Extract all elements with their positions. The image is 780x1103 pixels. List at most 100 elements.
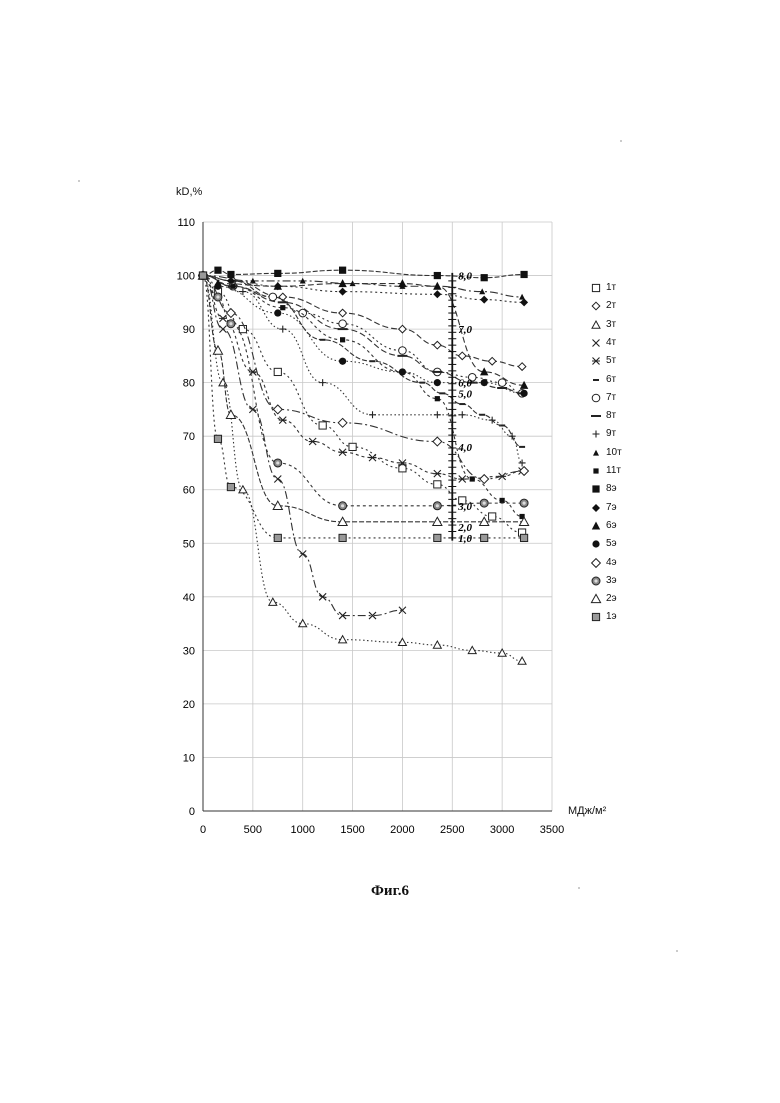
data-point [339,358,346,365]
legend-label: 8т [606,410,616,421]
data-point [434,272,441,279]
y-tick-label: 70 [183,431,195,443]
series-line [203,270,524,277]
data-point [339,309,347,317]
data-point [433,502,441,510]
legend-label: 3т [606,319,616,330]
series-8э [199,267,527,282]
legend-marker [590,536,604,552]
legend-item: 7т [590,390,650,406]
data-point [340,337,345,342]
legend-item: 4э [590,555,650,571]
x-tick-label: 0 [200,824,206,836]
data-point [591,594,600,602]
data-point [481,534,488,541]
legend-item: 7э [590,500,650,516]
series-6э [214,279,529,389]
legend-marker [590,353,604,369]
data-point [273,405,282,414]
x-tick-label: 500 [244,824,262,836]
chart-series [198,267,529,665]
data-point [434,481,441,488]
data-point [369,411,376,418]
x-tick-label: 1000 [290,824,314,836]
data-point [470,476,475,481]
legend-marker [590,609,604,625]
legend-label: 6э [606,520,617,531]
legend-item: 1т [590,280,650,296]
y-tick-label: 100 [177,271,195,283]
data-point [279,326,286,333]
y-axis-label: kD,% [176,186,202,198]
legend-label: 5т [606,355,616,366]
data-point [435,396,440,401]
data-point [319,422,326,429]
y-tick-label: 110 [177,217,195,229]
data-point [274,476,281,483]
legend-marker [590,298,604,314]
data-point [458,476,466,483]
data-point [520,390,527,397]
legend-marker [590,555,604,571]
data-point [480,499,488,507]
data-point [339,320,347,328]
data-point [434,341,442,349]
legend-item: 6э [590,518,650,534]
legend-label: 3э [606,575,617,586]
legend-item: 11т [590,463,650,479]
x-tick-label: 2000 [390,824,414,836]
data-point [520,499,528,507]
data-point [309,438,317,445]
data-point [592,302,600,310]
data-point [319,379,326,386]
data-point [592,541,599,548]
legend-label: 7т [606,392,616,403]
data-point [433,437,442,446]
data-point [592,284,599,291]
data-point [592,486,599,493]
x-tick-label: 3500 [540,824,564,836]
data-point [280,305,285,310]
legend-item: 6т [590,372,650,388]
y-tick-label: 50 [183,538,195,550]
data-point [592,614,599,621]
x-tick-label: 3000 [490,824,514,836]
series-10т [200,272,525,299]
scan-speck [578,887,580,889]
figure-caption: Фиг.6 [0,883,780,900]
legend-item: 4т [590,335,650,351]
scan-speck [620,140,622,142]
legend-marker [590,317,604,333]
data-point [214,267,221,274]
legend-marker [590,463,604,479]
x-tick-label: 1500 [340,824,364,836]
legend-item: 2т [590,298,650,314]
data-point [592,558,601,567]
data-point [349,443,356,450]
legend-item: 5э [590,536,650,552]
legend-marker [590,573,604,589]
legend-label: 2т [606,300,616,311]
legend-item: 9т [590,426,650,442]
data-point [434,379,441,386]
data-point [480,475,489,484]
data-point [500,498,505,503]
legend-label: 6т [606,374,616,385]
legend-label: 4т [606,337,616,348]
data-point [274,270,281,277]
data-point [519,459,526,466]
series-1т [199,272,525,536]
inner-scale-label: 4,0 [457,442,472,454]
legend-item: 5т [590,353,650,369]
data-point [459,411,466,418]
data-point [274,309,281,316]
y-tick-label: 0 [189,806,195,818]
series-1э [199,272,527,542]
data-point [338,418,347,427]
inner-scale: 8,07,06,05,04,03,02,01,0 [448,271,472,545]
series-line [218,284,524,386]
legend-marker [590,372,604,388]
data-point [339,267,346,274]
series-4э [199,271,529,483]
x-axis-label: МДж/м² [568,805,606,817]
